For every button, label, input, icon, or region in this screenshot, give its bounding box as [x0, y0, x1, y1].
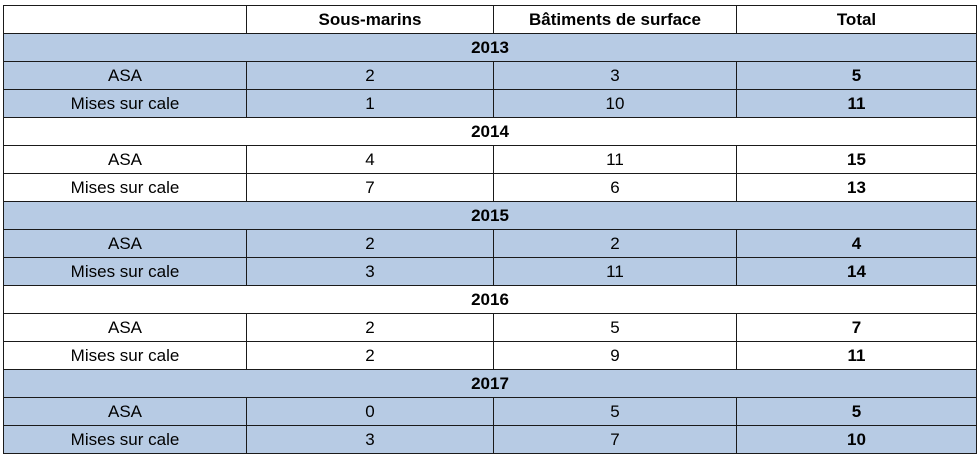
submarines-cell: 2	[246, 313, 494, 342]
total-cell: 11	[736, 341, 977, 370]
year-row: 2013	[3, 33, 977, 62]
surface-ships-cell: 7	[493, 425, 737, 454]
header-cell-total: Total	[736, 5, 977, 34]
submarines-cell: 2	[246, 341, 494, 370]
table-row: Mises sur cale 3 7 10	[3, 425, 977, 454]
table-row: Mises sur cale 1 10 11	[3, 89, 977, 118]
row-label: ASA	[3, 145, 247, 174]
submarines-cell: 0	[246, 397, 494, 426]
surface-ships-cell: 11	[493, 145, 737, 174]
year-row: 2016	[3, 285, 977, 314]
row-label: ASA	[3, 397, 247, 426]
table-row: Mises sur cale 7 6 13	[3, 173, 977, 202]
total-cell: 5	[736, 61, 977, 90]
total-cell: 7	[736, 313, 977, 342]
year-row: 2014	[3, 117, 977, 146]
surface-ships-cell: 11	[493, 257, 737, 286]
row-label: ASA	[3, 61, 247, 90]
submarines-cell: 7	[246, 173, 494, 202]
total-cell: 13	[736, 173, 977, 202]
total-cell: 14	[736, 257, 977, 286]
surface-ships-cell: 3	[493, 61, 737, 90]
year-label: 2015	[3, 201, 977, 230]
table-row: ASA 0 5 5	[3, 397, 977, 426]
total-cell: 10	[736, 425, 977, 454]
data-table: Sous-marins Bâtiments de surface Total 2…	[3, 5, 977, 454]
row-label: Mises sur cale	[3, 257, 247, 286]
surface-ships-cell: 10	[493, 89, 737, 118]
surface-ships-cell: 6	[493, 173, 737, 202]
surface-ships-cell: 5	[493, 397, 737, 426]
total-cell: 4	[736, 229, 977, 258]
row-label: ASA	[3, 313, 247, 342]
row-label: Mises sur cale	[3, 89, 247, 118]
submarines-cell: 2	[246, 61, 494, 90]
table-row: ASA 2 5 7	[3, 313, 977, 342]
submarines-cell: 2	[246, 229, 494, 258]
row-label: Mises sur cale	[3, 425, 247, 454]
total-cell: 5	[736, 397, 977, 426]
table-row: Mises sur cale 2 9 11	[3, 341, 977, 370]
surface-ships-cell: 9	[493, 341, 737, 370]
year-label: 2017	[3, 369, 977, 398]
row-label: Mises sur cale	[3, 173, 247, 202]
header-row: Sous-marins Bâtiments de surface Total	[3, 5, 977, 34]
table-row: Mises sur cale 3 11 14	[3, 257, 977, 286]
surface-ships-cell: 5	[493, 313, 737, 342]
submarines-cell: 3	[246, 257, 494, 286]
submarines-cell: 1	[246, 89, 494, 118]
header-cell-submarines: Sous-marins	[246, 5, 494, 34]
surface-ships-cell: 2	[493, 229, 737, 258]
year-label: 2016	[3, 285, 977, 314]
header-cell-label	[3, 5, 247, 34]
total-cell: 11	[736, 89, 977, 118]
table-row: ASA 4 11 15	[3, 145, 977, 174]
row-label: Mises sur cale	[3, 341, 247, 370]
year-row: 2017	[3, 369, 977, 398]
header-cell-surface-ships: Bâtiments de surface	[493, 5, 737, 34]
row-label: ASA	[3, 229, 247, 258]
submarines-cell: 4	[246, 145, 494, 174]
year-label: 2014	[3, 117, 977, 146]
year-row: 2015	[3, 201, 977, 230]
table-row: ASA 2 2 4	[3, 229, 977, 258]
year-label: 2013	[3, 33, 977, 62]
submarines-cell: 3	[246, 425, 494, 454]
table-row: ASA 2 3 5	[3, 61, 977, 90]
total-cell: 15	[736, 145, 977, 174]
